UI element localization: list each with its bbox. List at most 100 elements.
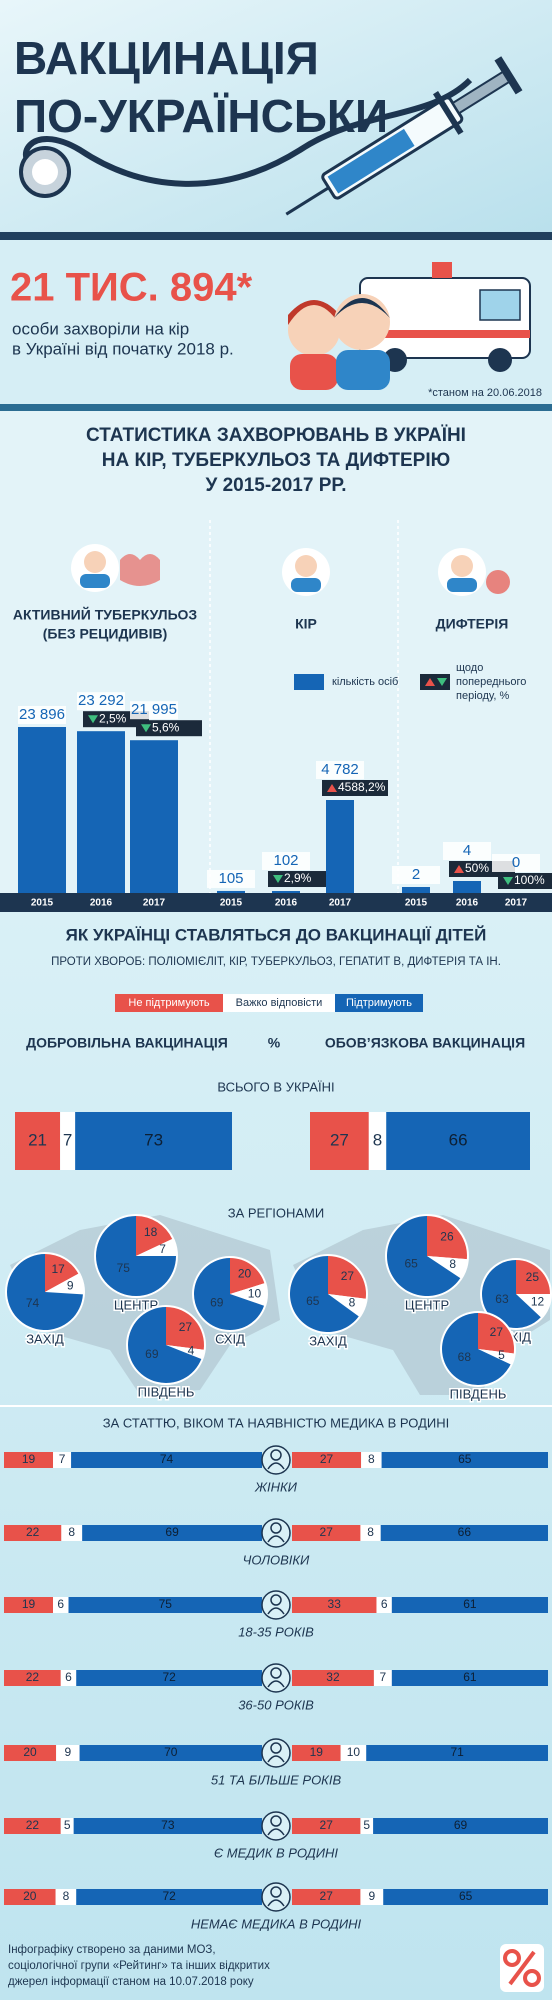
person-head [270,1886,282,1898]
logo [500,1944,544,1992]
change-arrow [273,875,283,884]
person-body [267,1680,285,1688]
year-label: 2017 [505,898,528,909]
segment [61,1525,83,1541]
pie-label: 65 [404,1257,418,1271]
pie-label: 7 [159,1242,166,1256]
pie-label: 17 [51,1262,65,1276]
segment [79,1745,262,1761]
segment-label: 75 [159,1597,173,1611]
change-arrow [141,724,151,733]
segment [56,1745,80,1761]
pie-slice [45,1273,83,1295]
value-label: 105 [218,870,243,887]
segment [361,1452,382,1468]
pie-label: 63 [495,1292,509,1306]
pie-slice [7,1254,83,1330]
change-label: 2,5% [99,711,127,725]
segment-label: 19 [22,1597,36,1611]
segment [292,1670,374,1686]
pie-slice [387,1216,461,1296]
segment-label: 8 [68,1525,75,1539]
doctor-icon [71,544,510,596]
pie-label: 27 [179,1320,193,1334]
row-label: 18-35 РОКІВ [238,1624,314,1639]
group-title: АКТИВНИЙ ТУБЕРКУЛЬОЗ [13,606,198,623]
person-body [267,1607,285,1615]
region-name: ПІВДЕНЬ [138,1384,195,1399]
person-head [270,1667,282,1679]
segment-label: 74 [160,1452,174,1466]
pie-label: 5 [498,1348,505,1362]
segment-label: 32 [326,1670,340,1684]
pie-slice [328,1294,366,1317]
pie-label: 20 [238,1266,252,1280]
pie-slice [230,1283,266,1306]
headline: 21 ТИС. 894* [10,266,253,310]
segment-label: 8 [368,1452,375,1466]
pie-label: 8 [349,1296,356,1310]
segment-label: 27 [320,1889,334,1903]
segment [368,1112,387,1170]
segment-label: 71 [450,1745,464,1759]
pie-slice [478,1349,514,1365]
segment [4,1597,54,1613]
person-head [270,1742,282,1754]
pie-label: 27 [341,1269,355,1283]
pie-label: 69 [145,1347,159,1361]
segment [391,1597,548,1613]
change-badge [498,873,552,889]
patients [288,294,390,390]
row-label: ЧОЛОВІКИ [243,1552,310,1567]
segment-label: 5 [64,1818,71,1832]
segment-label: 6 [57,1597,64,1611]
pie-label: 12 [531,1295,545,1309]
legend-badge [420,674,450,690]
legend-box [223,994,335,1012]
axis-strip [0,893,552,912]
segment [380,1525,548,1541]
value-label: 21 995 [131,701,177,718]
segment [76,1889,263,1905]
year-label: 2015 [220,898,243,909]
segment [55,1889,77,1905]
change-badge [268,871,334,888]
legend-label: Підтримують [346,997,412,1009]
segment-label: 7 [380,1670,387,1684]
segment-label: 7 [59,1452,66,1466]
pie-slice [128,1307,202,1383]
segment-label: 33 [328,1597,342,1611]
pie-label: 65 [306,1294,320,1308]
chart-title: У 2015-2017 РР. [205,475,346,496]
bar [77,731,125,893]
subtitle: ПРОТИ ХВОРОБ: ПОЛІОМІЄЛІТ, КІР, ТУБЕРКУЛ… [51,956,501,968]
person-head [270,1522,282,1534]
pie-slice [441,1313,511,1385]
pie-label: 75 [117,1261,131,1275]
pie-label: 4 [188,1344,195,1358]
segment-label: 8 [373,1130,382,1149]
year-label: 2015 [405,898,428,909]
region-name: ЗАХІД [26,1331,64,1346]
segment [366,1745,548,1761]
segment-label: 72 [162,1889,176,1903]
value-label-bg [316,761,364,779]
segment-label: 6 [381,1597,388,1611]
segment [73,1818,262,1834]
segment [360,1525,381,1541]
segment [383,1889,548,1905]
segment [292,1745,341,1761]
segment-label: 65 [458,1452,472,1466]
segment [71,1452,262,1468]
segment [381,1452,548,1468]
segment-label: 19 [22,1452,36,1466]
segment-label: 21 [28,1130,47,1149]
pie-slice [166,1345,204,1359]
change-arrow [454,865,464,873]
row-label: НЕМАЄ МЕДИКА В РОДИНІ [191,1916,362,1931]
chart-title: СТАТИСТИКА ЗАХВОРЮВАНЬ В УКРАЇНІ [86,425,466,446]
title: ПО-УКРАЇНСЬКИ [14,90,388,142]
segment [292,1818,361,1834]
person-body [267,1899,285,1907]
value-label: 4 [463,842,471,859]
